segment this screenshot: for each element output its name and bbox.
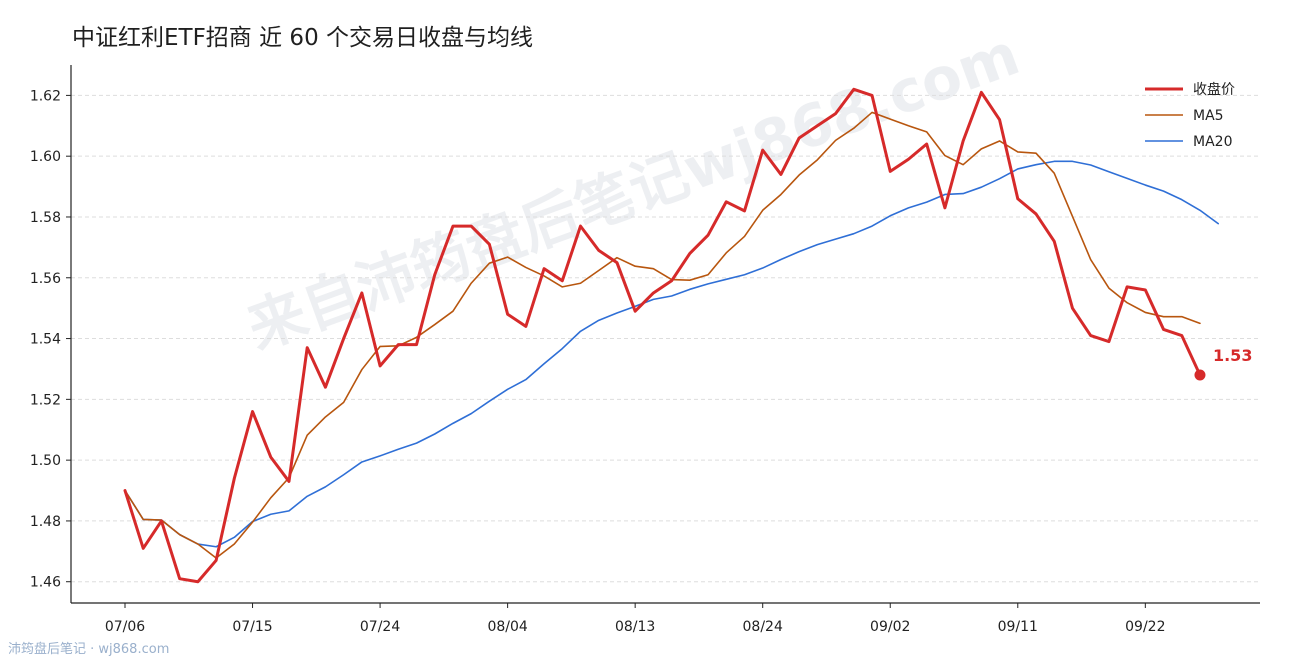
y-tick-label: 1.60 [30, 149, 61, 165]
gridlines [71, 94, 1260, 583]
y-tick-label: 1.54 [30, 332, 61, 348]
series-lines: 1.53 [123, 87, 1252, 584]
series-line-ma5 [124, 111, 1201, 559]
x-tick-label: 08/04 [487, 619, 527, 635]
x-tick-label: 09/11 [998, 619, 1038, 635]
x-tick-label: 07/24 [360, 619, 400, 635]
footer-credit: 沛筠盘后笔记 · wj868.com [8, 642, 170, 657]
y-tick-label: 1.58 [30, 210, 61, 226]
axes: 1.46 1.48 1.50 1.52 1.54 1.56 1.58 1.60 1.62 07/0… [30, 65, 1260, 635]
legend-label-ma20: MA20 [1193, 134, 1232, 150]
y-tick-label: 1.56 [30, 271, 61, 287]
watermark-text: 来自沛筠盘后笔记wj868.com [238, 20, 1027, 363]
chart-title: 中证红利ETF招商 近 60 个交易日收盘与均线 [72, 25, 534, 51]
x-tick-label: 08/24 [743, 619, 783, 635]
x-tick-label: 07/15 [232, 619, 272, 635]
y-tick-label: 1.50 [30, 453, 61, 469]
series-line-ma20 [124, 160, 1219, 548]
y-tick-label: 1.46 [30, 575, 61, 591]
x-tick-label: 09/02 [870, 619, 910, 635]
x-tick-label: 09/22 [1125, 619, 1165, 635]
last-close-label: 1.53 [1213, 346, 1252, 365]
y-tick-label: 1.52 [30, 392, 61, 408]
x-tick-label: 08/13 [615, 619, 655, 635]
legend-label-ma5: MA5 [1193, 108, 1224, 124]
y-tick-label: 1.48 [30, 514, 61, 530]
last-close-marker [1194, 369, 1206, 381]
watermark: 来自沛筠盘后笔记wj868.com [238, 20, 1027, 363]
x-tick-label: 07/06 [105, 619, 145, 635]
series-line-close [123, 87, 1202, 584]
y-tick-label: 1.62 [30, 88, 61, 104]
legend: 收盘价 MA5 MA20 [1145, 81, 1235, 150]
legend-label-close: 收盘价 [1193, 81, 1235, 98]
